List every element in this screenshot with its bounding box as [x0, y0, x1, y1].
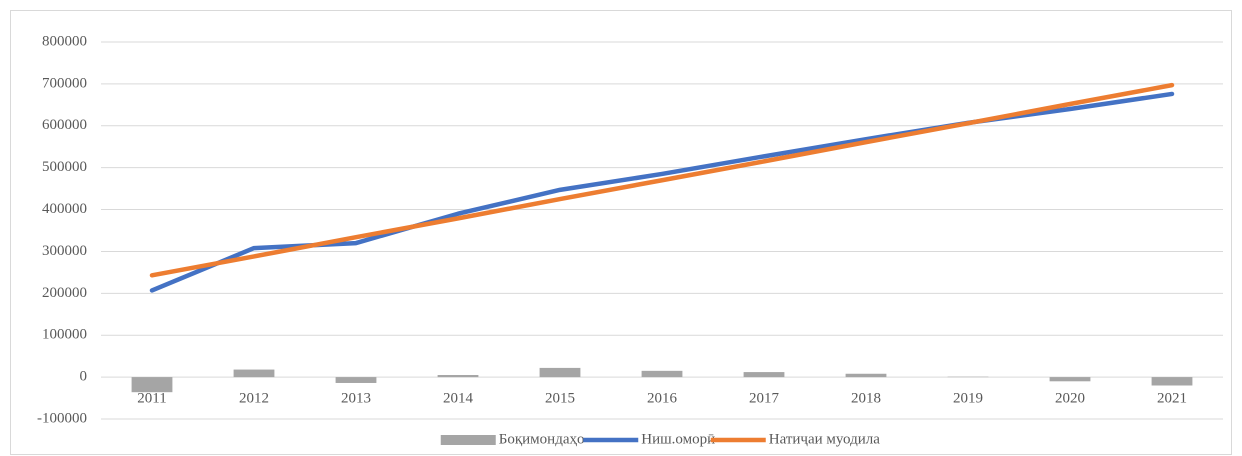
y-tick-label: 600000 [42, 117, 87, 133]
x-tick-label: 2012 [239, 391, 269, 407]
legend-label: Ниш.оморӣ [641, 431, 715, 447]
bar [539, 367, 581, 378]
legend-label: Бoқимондаҳо [499, 431, 585, 447]
bar [1049, 377, 1091, 382]
x-tick-label: 2011 [137, 391, 166, 407]
bar [233, 369, 275, 378]
legend-label: Натиҷаи муодила [769, 431, 880, 447]
x-tick-label: 2013 [341, 391, 371, 407]
bar [1151, 377, 1193, 386]
y-tick-label: 100000 [42, 327, 87, 343]
y-tick-label: 400000 [42, 201, 87, 217]
y-tick-label: 700000 [42, 75, 87, 91]
y-tick-label: 800000 [42, 33, 87, 49]
bar [437, 375, 479, 378]
x-tick-label: 2015 [545, 391, 575, 407]
bar [335, 377, 377, 383]
y-tick-label: 0 [80, 369, 88, 385]
x-tick-label: 2014 [443, 391, 474, 407]
x-tick-label: 2020 [1055, 391, 1085, 407]
y-tick-label: 200000 [42, 285, 87, 301]
x-tick-label: 2019 [953, 391, 983, 407]
x-tick-label: 2016 [647, 391, 678, 407]
y-tick-label: 500000 [42, 159, 87, 175]
bar [845, 373, 887, 378]
legend-swatch [440, 435, 496, 445]
line [149, 82, 1175, 278]
bar [131, 377, 173, 393]
x-tick-label: 2018 [851, 391, 881, 407]
x-tick-label: 2021 [1157, 391, 1187, 407]
y-tick-label: 300000 [42, 243, 87, 259]
x-tick-label: 2017 [749, 391, 780, 407]
y-tick-label: -100000 [37, 410, 87, 426]
bar [641, 370, 683, 378]
chart-frame [10, 10, 1232, 455]
bar [743, 372, 785, 378]
